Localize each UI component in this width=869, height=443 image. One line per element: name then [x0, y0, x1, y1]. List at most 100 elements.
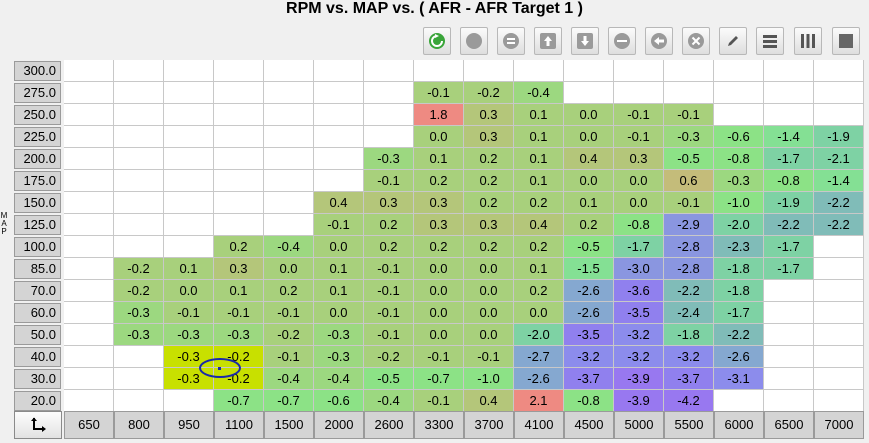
table-cell[interactable]: 0.4	[564, 148, 614, 170]
table-cell[interactable]	[714, 390, 764, 412]
table-cell[interactable]	[814, 60, 864, 82]
table-cell[interactable]: -0.1	[164, 302, 214, 324]
table-cell[interactable]: -1.8	[714, 280, 764, 302]
table-cell[interactable]	[814, 280, 864, 302]
table-cell[interactable]	[64, 258, 114, 280]
table-cell[interactable]: 0.4	[464, 390, 514, 412]
table-cell[interactable]: -2.6	[564, 302, 614, 324]
table-cell[interactable]: -1.8	[714, 258, 764, 280]
table-cell[interactable]: -2.1	[814, 148, 864, 170]
table-cell[interactable]: -0.8	[714, 148, 764, 170]
table-cell[interactable]: -0.6	[714, 126, 764, 148]
table-cell[interactable]: -3.5	[564, 324, 614, 346]
table-cell[interactable]	[614, 60, 664, 82]
table-cell[interactable]: 0.0	[464, 302, 514, 324]
table-cell[interactable]: -0.2	[114, 280, 164, 302]
table-cell[interactable]	[164, 82, 214, 104]
table-cell[interactable]: -0.7	[264, 390, 314, 412]
table-cell[interactable]: -0.3	[114, 324, 164, 346]
table-cell[interactable]	[264, 192, 314, 214]
table-cell[interactable]: 0.1	[214, 280, 264, 302]
table-cell[interactable]	[314, 60, 364, 82]
table-cell[interactable]	[314, 126, 364, 148]
table-cell[interactable]: -0.3	[314, 346, 364, 368]
columns-button[interactable]	[794, 27, 822, 55]
table-cell[interactable]: -1.8	[664, 324, 714, 346]
table-cell[interactable]	[114, 390, 164, 412]
table-cell[interactable]: 0.0	[614, 170, 664, 192]
table-cell[interactable]: -1.7	[614, 236, 664, 258]
back-button[interactable]	[645, 27, 673, 55]
table-cell[interactable]: -3.1	[714, 368, 764, 390]
table-cell[interactable]	[814, 390, 864, 412]
table-cell[interactable]	[214, 192, 264, 214]
table-cell[interactable]: 0.2	[414, 236, 464, 258]
table-cell[interactable]	[714, 104, 764, 126]
table-cell[interactable]	[264, 126, 314, 148]
table-cell[interactable]	[114, 236, 164, 258]
table-cell[interactable]: -2.6	[514, 368, 564, 390]
rows-button[interactable]	[756, 27, 784, 55]
table-cell[interactable]: 0.2	[264, 280, 314, 302]
table-cell[interactable]: 0.4	[314, 192, 364, 214]
table-cell[interactable]	[164, 390, 214, 412]
table-cell[interactable]: -0.2	[114, 258, 164, 280]
table-cell[interactable]	[264, 104, 314, 126]
table-cell[interactable]: 0.0	[564, 104, 614, 126]
table-cell[interactable]: -2.2	[764, 214, 814, 236]
table-cell[interactable]: -3.7	[564, 368, 614, 390]
table-cell[interactable]: 0.0	[414, 126, 464, 148]
table-cell[interactable]	[564, 60, 614, 82]
table-cell[interactable]	[214, 104, 264, 126]
table-cell[interactable]	[764, 60, 814, 82]
table-cell[interactable]: 0.2	[414, 170, 464, 192]
table-cell[interactable]	[214, 214, 264, 236]
table-cell[interactable]: 0.1	[514, 104, 564, 126]
full-button[interactable]	[832, 27, 860, 55]
table-cell[interactable]: -0.1	[414, 82, 464, 104]
table-cell[interactable]: -3.9	[614, 368, 664, 390]
table-cell[interactable]: -0.3	[714, 170, 764, 192]
table-cell[interactable]	[814, 346, 864, 368]
table-cell[interactable]: 2.1	[514, 390, 564, 412]
table-cell[interactable]: -1.7	[714, 302, 764, 324]
table-cell[interactable]: -3.5	[614, 302, 664, 324]
minus-button[interactable]	[608, 27, 636, 55]
table-cell[interactable]	[514, 60, 564, 82]
pencil-button[interactable]	[719, 27, 747, 55]
table-cell[interactable]	[164, 236, 214, 258]
table-cell[interactable]: -1.9	[814, 126, 864, 148]
table-cell[interactable]: -0.1	[664, 192, 714, 214]
table-cell[interactable]	[64, 302, 114, 324]
table-cell[interactable]	[64, 368, 114, 390]
table-cell[interactable]: 0.3	[414, 192, 464, 214]
axis-swap-button[interactable]	[14, 411, 62, 439]
table-cell[interactable]: -0.1	[364, 324, 414, 346]
table-cell[interactable]: 0.2	[564, 214, 614, 236]
table-cell[interactable]	[264, 82, 314, 104]
table-cell[interactable]: -0.2	[464, 82, 514, 104]
table-cell[interactable]	[64, 82, 114, 104]
table-cell[interactable]: -0.7	[214, 390, 264, 412]
table-cell[interactable]	[814, 82, 864, 104]
table-cell[interactable]: 0.1	[314, 280, 364, 302]
table-cell[interactable]: -0.4	[514, 82, 564, 104]
table-cell[interactable]: -3.9	[614, 390, 664, 412]
stop-button[interactable]	[497, 27, 525, 55]
table-cell[interactable]	[414, 60, 464, 82]
table-cell[interactable]	[114, 346, 164, 368]
table-cell[interactable]: -2.2	[814, 214, 864, 236]
table-cell[interactable]: -2.6	[564, 280, 614, 302]
table-cell[interactable]	[364, 104, 414, 126]
table-cell[interactable]: -1.7	[764, 236, 814, 258]
table-cell[interactable]: 0.3	[464, 214, 514, 236]
table-cell[interactable]: 0.1	[514, 170, 564, 192]
table-cell[interactable]: -0.3	[114, 302, 164, 324]
down-button[interactable]	[571, 27, 599, 55]
table-cell[interactable]: 0.1	[164, 258, 214, 280]
table-cell[interactable]	[64, 236, 114, 258]
table-cell[interactable]: -2.2	[664, 280, 714, 302]
table-cell[interactable]: 0.1	[514, 258, 564, 280]
table-cell[interactable]: -0.1	[264, 302, 314, 324]
table-cell[interactable]	[664, 82, 714, 104]
